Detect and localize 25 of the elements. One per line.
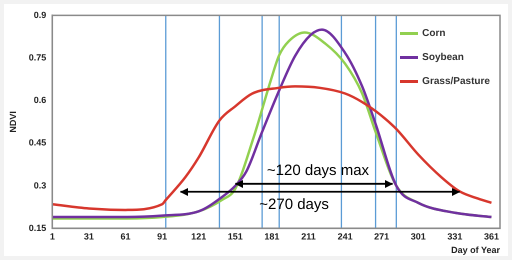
x-tick-label: 271 (374, 231, 390, 242)
x-axis-title: Day of Year (451, 245, 500, 256)
legend-label: Corn (422, 28, 446, 39)
x-tick-label: 331 (447, 231, 462, 242)
x-tick-label: 151 (228, 231, 243, 242)
x-tick-label: 181 (264, 231, 280, 242)
y-axis-title: NDVI (8, 111, 18, 133)
y-tick-label: 0.45 (28, 138, 46, 148)
y-tick-label: 0.3 (34, 180, 46, 190)
y-tick-label: 0.15 (28, 222, 46, 233)
y-tick-label: 0.9 (34, 10, 46, 20)
line-series (52, 85, 493, 212)
x-tick-label: 241 (338, 231, 353, 242)
x-tick-label: 301 (410, 231, 426, 242)
x-tick-label: 121 (191, 231, 206, 242)
y-tick-label: 0.6 (34, 95, 46, 106)
x-tick-label: 361 (484, 231, 499, 242)
y-tick-label: 0.75 (28, 52, 46, 62)
legend-label: Soybean (422, 52, 464, 63)
x-tick-label: 1 (50, 231, 55, 242)
legend-label: Grass/Pasture (422, 76, 490, 87)
x-tick-label: 211 (301, 231, 316, 242)
x-tick-label: 61 (120, 231, 131, 242)
x-tick-label: 91 (157, 231, 168, 242)
x-tick-label: 31 (84, 231, 94, 242)
